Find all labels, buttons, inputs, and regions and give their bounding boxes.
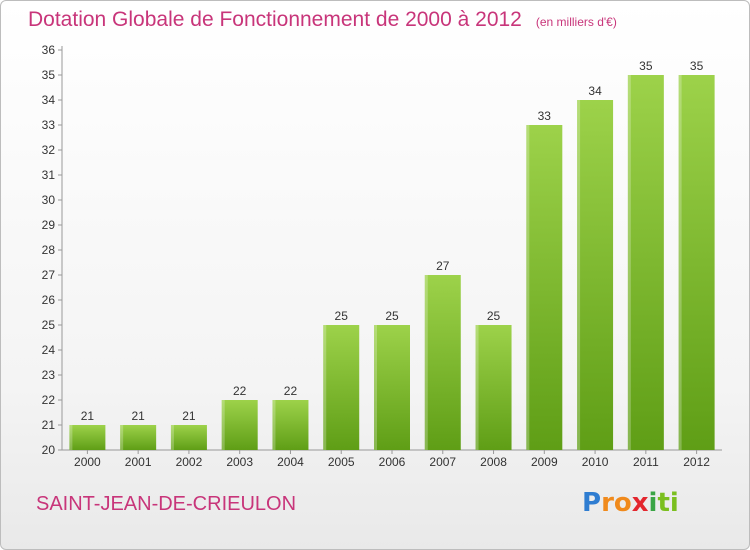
commune-name: SAINT-JEAN-DE-CRIEULON xyxy=(36,493,297,515)
x-tick-label: 2005 xyxy=(328,455,355,469)
value-label: 22 xyxy=(233,384,247,398)
bar-2001 xyxy=(120,425,157,450)
bar-highlight xyxy=(526,125,530,450)
y-tick-label: 20 xyxy=(42,443,56,457)
bar-2007 xyxy=(424,275,461,450)
x-tick-label: 2007 xyxy=(429,455,456,469)
bar-2010 xyxy=(577,100,614,450)
bar-2003 xyxy=(221,400,258,450)
y-tick-label: 34 xyxy=(42,93,56,107)
bar-highlight xyxy=(424,275,428,450)
bar-2011 xyxy=(627,75,664,450)
x-tick-label: 2003 xyxy=(226,455,253,469)
bar-2006 xyxy=(374,325,410,450)
value-label: 35 xyxy=(639,59,653,73)
y-tick-label: 21 xyxy=(42,418,56,432)
logo-letter: o xyxy=(613,488,632,518)
bar-highlight xyxy=(170,425,174,450)
y-tick-label: 33 xyxy=(42,118,56,132)
x-tick-label: 2010 xyxy=(582,455,609,469)
logo-letter: i xyxy=(648,488,658,518)
axes: 20 21 22 23 24 25 26 27 28 29 30 31 32 33 34 35 36 2000 20… xyxy=(42,43,722,469)
bar-highlight xyxy=(323,325,327,450)
bar-highlight xyxy=(221,400,225,450)
x-tick-label: 2004 xyxy=(277,455,304,469)
bar-highlight xyxy=(374,325,377,450)
bar-highlight xyxy=(120,425,124,450)
value-label: 34 xyxy=(588,84,602,98)
value-label: 25 xyxy=(385,309,399,323)
value-label: 22 xyxy=(284,384,298,398)
x-tick-label: 2001 xyxy=(125,455,152,469)
value-label: 35 xyxy=(690,59,704,73)
x-tick-label: 2011 xyxy=(633,455,659,469)
value-label: 25 xyxy=(487,309,501,323)
y-tick-label: 23 xyxy=(42,368,56,382)
x-tick-label: 2000 xyxy=(74,455,101,469)
value-label: 21 xyxy=(81,409,95,423)
y-tick-label: 32 xyxy=(42,143,56,157)
logo-letter: P xyxy=(582,488,602,518)
value-label: 21 xyxy=(182,409,196,423)
bar-highlight xyxy=(272,400,276,450)
bar-2002 xyxy=(170,425,207,450)
value-label: 33 xyxy=(538,109,552,123)
logo-letter: r xyxy=(601,488,614,518)
bar-highlight xyxy=(627,75,631,450)
value-label: 25 xyxy=(335,309,349,323)
y-tick-label: 27 xyxy=(42,268,56,282)
chart-subtitle: (en milliers d'€) xyxy=(535,15,617,29)
bar-highlight xyxy=(69,425,73,450)
bar-highlight xyxy=(475,325,479,450)
y-tick-label: 29 xyxy=(42,218,56,232)
chart-title: Dotation Globale de Fonctionnement de 20… xyxy=(28,8,617,32)
bars: 21 21 21 22 22 25 25 27 25 33 34 35 35 xyxy=(69,59,715,450)
value-label: 21 xyxy=(131,409,145,423)
y-tick-label: 22 xyxy=(42,393,56,407)
y-tick-label: 30 xyxy=(42,193,56,207)
bar-2012 xyxy=(678,75,715,450)
y-tick-label: 36 xyxy=(42,43,56,57)
y-tick-label: 25 xyxy=(42,318,56,332)
chart-title-text: Dotation Globale de Fonctionnement de 20… xyxy=(28,8,522,31)
bar-highlight xyxy=(678,75,682,450)
y-tick-label: 31 xyxy=(42,168,56,182)
proxiti-logo: Proxiti xyxy=(582,488,679,518)
x-tick-label: 2006 xyxy=(379,455,406,469)
x-tick-label: 2009 xyxy=(531,455,558,469)
bar-2005 xyxy=(323,325,360,450)
y-tick-label: 24 xyxy=(42,343,56,357)
bar-2008 xyxy=(475,325,512,450)
bar-highlight xyxy=(577,100,581,450)
x-tick-label: 2012 xyxy=(683,455,710,469)
bar-2004 xyxy=(272,400,309,450)
bar-2009 xyxy=(526,125,563,450)
y-tick-label: 35 xyxy=(42,68,56,82)
x-tick-label: 2002 xyxy=(176,455,203,469)
y-tick-label: 26 xyxy=(42,293,56,307)
bar-2000 xyxy=(69,425,106,450)
value-label: 27 xyxy=(436,259,450,273)
logo-letter: x xyxy=(631,488,649,518)
logo-letter: ti xyxy=(657,488,679,518)
x-tick-label: 2008 xyxy=(480,455,507,469)
y-tick-label: 28 xyxy=(42,243,56,257)
